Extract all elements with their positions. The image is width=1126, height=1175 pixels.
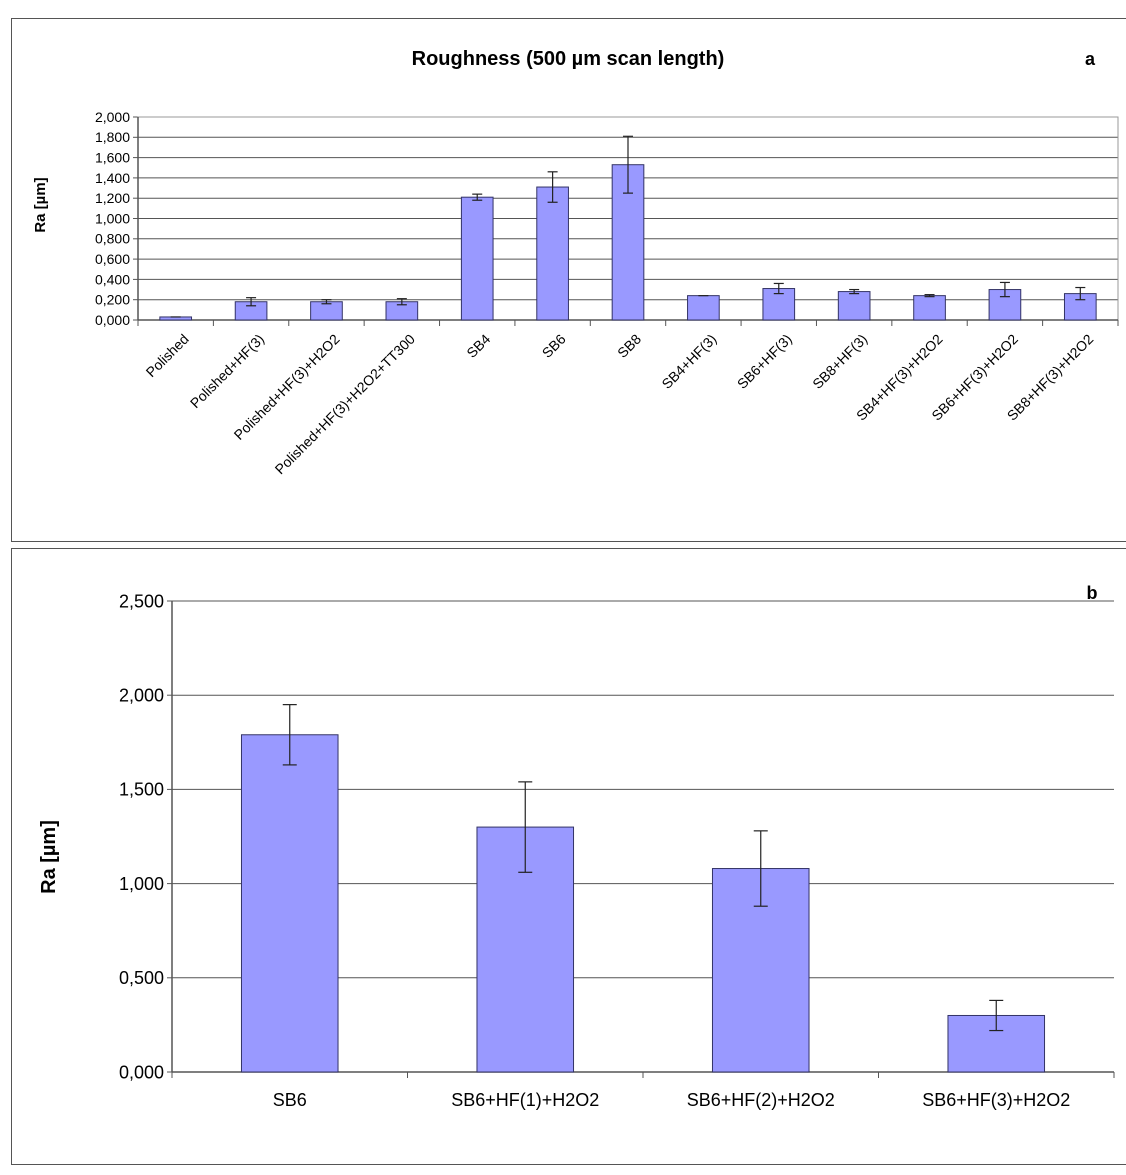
x-category-label: SB6+HF(1)+H2O2 <box>451 1090 599 1110</box>
y-tick-label: 2,500 <box>119 591 164 611</box>
y-tick-label: 1,400 <box>95 170 130 186</box>
chart-b-y-axis-label: Ra [µm] <box>38 820 60 894</box>
y-tick-label: 1,000 <box>119 874 164 894</box>
y-tick-label: 0,000 <box>95 312 130 328</box>
chart-a-title: Roughness (500 µm scan length) <box>412 48 725 70</box>
bar <box>240 734 339 1073</box>
y-tick-label: 2,000 <box>95 109 130 125</box>
y-tick-label: 0,600 <box>95 251 130 267</box>
y-tick-label: 0,500 <box>119 968 164 988</box>
x-category-label: SB4+HF(3) <box>658 331 719 392</box>
x-category-label: SB6+HF(3) <box>734 331 795 392</box>
chart-a-svg: Roughness (500 µm scan length) a Ra [µm]… <box>32 48 1119 478</box>
x-category-label: SB8+HF(3) <box>809 331 870 392</box>
y-tick-label: 2,000 <box>119 686 164 706</box>
y-tick-label: 0,800 <box>95 231 130 247</box>
x-category-label: SB6+HF(2)+H2O2 <box>687 1090 835 1110</box>
chart-b-svg: b Ra [µm] 0,000 0,500 1,000 1,500 2,000 2,500… <box>38 583 1115 1110</box>
bar <box>310 301 343 321</box>
chart-b-panel-letter: b <box>1087 583 1098 603</box>
y-tick-label: 0,000 <box>119 1062 164 1082</box>
y-tick-label: 1,800 <box>95 129 130 145</box>
chart-panel-b: b Ra [µm] 0,000 0,500 1,000 1,500 2,000 2,500… <box>11 548 1126 1165</box>
bar <box>687 295 720 321</box>
x-category-label: Polished+HF(3)+H2O2+TT300 <box>272 331 419 478</box>
bar <box>536 186 569 321</box>
y-tick-label: 0,400 <box>95 271 130 287</box>
x-category-label: SB8 <box>614 331 644 361</box>
y-tick-label: 1,000 <box>95 210 130 226</box>
bar <box>913 295 946 321</box>
x-category-label: Polished <box>143 331 192 380</box>
x-category-label: Polished+HF(3) <box>187 331 267 411</box>
x-category-label: SB4 <box>463 331 493 361</box>
y-tick-label: 0,200 <box>95 292 130 308</box>
bar <box>460 196 494 321</box>
chart-a-panel-letter: a <box>1085 49 1096 69</box>
x-category-label: SB6 <box>539 331 569 361</box>
bar <box>837 291 871 321</box>
chart-panel-a: Roughness (500 µm scan length) a Ra [µm]… <box>11 18 1126 542</box>
y-tick-label: 1,600 <box>95 150 130 166</box>
chart-a-y-axis-label: Ra [µm] <box>32 177 49 232</box>
x-category-label: SB6+HF(3)+H2O2 <box>922 1090 1070 1110</box>
y-tick-label: 1,500 <box>119 780 164 800</box>
x-category-label: SB6 <box>273 1090 307 1110</box>
y-tick-label: 1,200 <box>95 190 130 206</box>
